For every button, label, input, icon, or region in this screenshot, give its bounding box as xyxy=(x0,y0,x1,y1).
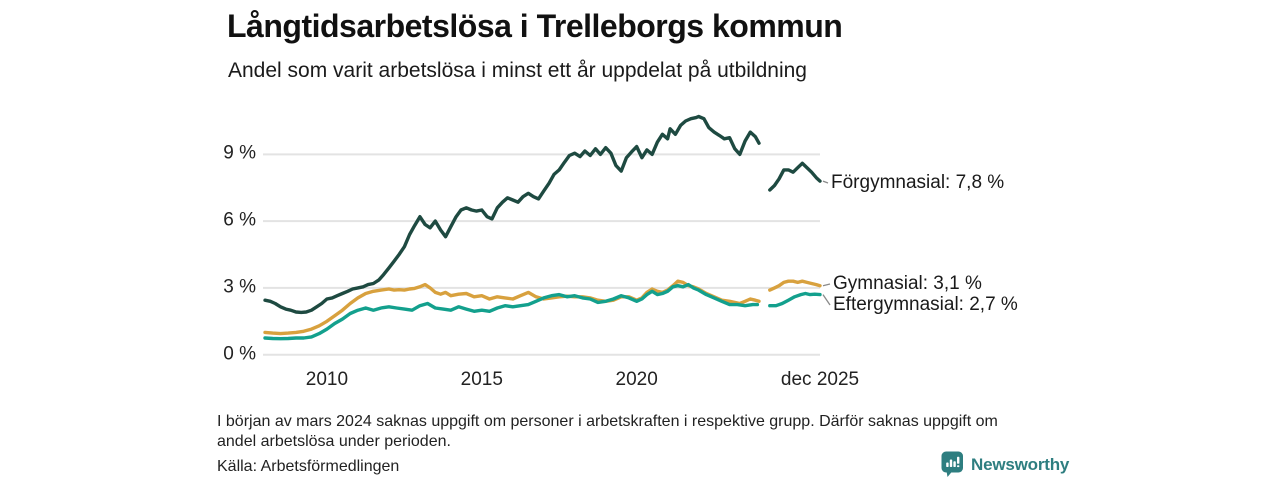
footnote-line-1: I början av mars 2024 saknas uppgift om … xyxy=(217,413,998,430)
x-tick-label: 2015 xyxy=(460,369,503,390)
chart-subtitle: Andel som varit arbetslösa i minst ett å… xyxy=(228,59,807,82)
series-line-eftergymnasial xyxy=(263,282,760,341)
label-connector xyxy=(822,283,831,287)
footnote: I början av mars 2024 saknas uppgift om … xyxy=(217,412,998,452)
newsworthy-wordmark: Newsworthy xyxy=(971,454,1070,474)
series-line-eftergymnasial xyxy=(768,291,822,308)
chart-title: Långtidsarbetslösa i Trelleborgs kommun xyxy=(227,8,843,44)
series-label-gymnasial: Gymnasial: 3,1 % xyxy=(833,273,982,294)
newsworthy-logo: Newsworthy xyxy=(941,451,1069,478)
x-tick-label: 2020 xyxy=(615,369,658,390)
x-tick-label: dec 2025 xyxy=(780,369,860,390)
series-label-eftergymnasial: Eftergymnasial: 2,7 % xyxy=(833,294,1018,315)
series-label-förgymnasial: Förgymnasial: 7,8 % xyxy=(831,172,1005,193)
y-tick-label: 9 % xyxy=(223,142,256,164)
label-connector xyxy=(822,180,829,184)
y-tick-label: 3 % xyxy=(223,276,256,298)
label-connector xyxy=(822,294,831,306)
x-tick-label: 2010 xyxy=(305,369,349,390)
series-line-gymnasial xyxy=(768,279,822,292)
series-line-förgymnasial xyxy=(768,161,822,192)
newsworthy-bar-chart-icon xyxy=(941,451,963,477)
footnote-line-2: andel arbetslösa under perioden. xyxy=(217,433,451,450)
source-attribution: Källa: Arbetsförmedlingen xyxy=(217,458,400,475)
y-tick-label: 0 % xyxy=(223,343,256,365)
series-line-förgymnasial xyxy=(263,114,761,315)
y-tick-label: 6 % xyxy=(223,209,256,231)
